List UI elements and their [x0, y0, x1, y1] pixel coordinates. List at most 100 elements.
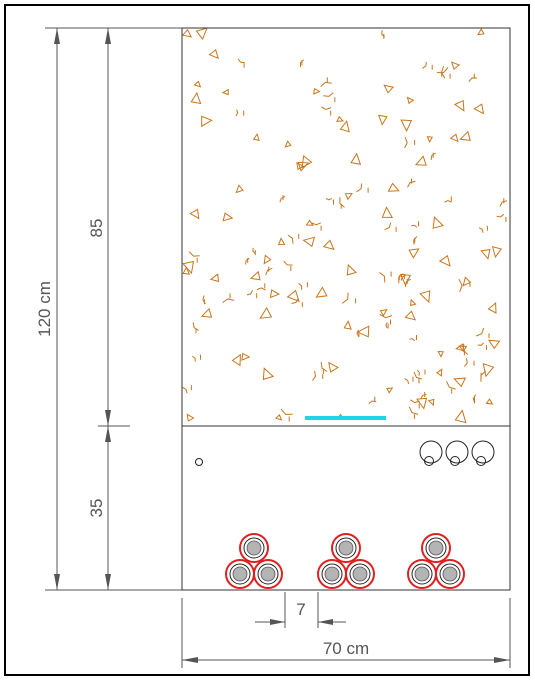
aggregate-particle — [436, 368, 443, 377]
aggregate-particle — [400, 119, 413, 133]
aggregate-particle — [311, 222, 322, 231]
aggregate-particle — [426, 135, 433, 144]
aggregate-particle — [468, 73, 478, 82]
aggregate-particle — [302, 236, 316, 248]
lower-height-dimension: 35 — [87, 426, 111, 590]
aggregate-particle — [356, 329, 360, 337]
aggregate-particle — [237, 58, 245, 68]
aggregate-particle — [256, 283, 266, 291]
conduit — [445, 440, 469, 466]
aggregate-particle — [487, 301, 497, 314]
aggregate-particle — [453, 377, 467, 388]
upper-height-dimension: 85 — [87, 28, 111, 426]
aggregate-particle — [411, 221, 419, 228]
aggregate-particle — [416, 369, 426, 376]
aggregate-particle — [419, 290, 431, 304]
aggregate-particle — [291, 298, 303, 308]
aggregate-particle — [287, 233, 300, 244]
aggregate-particle — [262, 367, 275, 381]
cable-trefoil-2 — [317, 533, 375, 589]
cable — [239, 533, 269, 563]
aggregate-particle — [410, 399, 420, 409]
aggregate-particle — [208, 48, 219, 60]
aggregate-particle — [297, 161, 310, 172]
aggregate-particle — [341, 292, 357, 304]
aggregate-particle — [453, 99, 465, 112]
aggregate-particle — [406, 96, 415, 105]
lower-height-label: 35 — [87, 499, 106, 518]
aggregate-particle — [475, 327, 490, 339]
aggregate-particle — [404, 310, 417, 321]
aggregate-particle — [379, 309, 388, 317]
aggregate-particle — [328, 361, 340, 373]
aggregate-particle — [222, 293, 235, 304]
aggregate-particle — [298, 282, 308, 290]
aggregate-particle — [202, 295, 206, 305]
aggregate-particle — [252, 247, 256, 256]
aggregate-particle — [427, 398, 435, 407]
aggregate-particle — [231, 353, 241, 367]
spacing-label: 7 — [296, 600, 305, 619]
aggregate-particle — [408, 406, 419, 420]
aggregate-particle — [449, 133, 459, 143]
total-height-label: 120 cm — [35, 281, 54, 337]
cable — [225, 559, 255, 589]
aggregate-particle — [339, 120, 350, 133]
aggregate-particle — [350, 152, 362, 165]
aggregate-particle — [368, 396, 377, 404]
width-dimension: 70 cm — [181, 598, 511, 668]
warning-tape — [305, 416, 386, 420]
aggregate-particle — [464, 358, 475, 367]
aggregate-particle — [404, 376, 414, 385]
aggregate-particle — [356, 183, 369, 193]
aggregate-particle — [400, 274, 406, 281]
aggregate-particle — [284, 140, 292, 148]
aggregate-particle — [476, 27, 485, 36]
aggregate-particle — [296, 161, 305, 171]
aggregate-particle — [409, 335, 417, 342]
trench-outline — [181, 27, 511, 591]
cable — [253, 559, 283, 589]
aggregate-particle — [241, 352, 251, 361]
aggregate-particle — [192, 354, 201, 362]
conduit — [471, 440, 495, 466]
aggregate-particle — [346, 263, 357, 276]
aggregate-particle — [404, 278, 412, 288]
aggregate-particle — [473, 103, 485, 115]
aggregate-particle — [496, 213, 507, 222]
upper-height-label: 85 — [87, 219, 106, 238]
aggregate-particle — [313, 87, 321, 95]
aggregate-particle — [499, 198, 508, 207]
aggregate-particle — [422, 61, 433, 70]
aggregate-particle — [450, 61, 461, 71]
cable — [345, 559, 375, 589]
aggregate-particle — [274, 414, 283, 421]
backfill-aggregate-hatch — [181, 27, 508, 424]
aggregate-particle — [413, 236, 418, 245]
aggregate-particle — [404, 137, 416, 149]
aggregate-particle — [269, 289, 281, 299]
aggregate-particle — [377, 114, 388, 126]
aggregate-particle — [312, 370, 324, 381]
aggregate-particle — [192, 322, 199, 334]
aggregate-particle — [265, 266, 273, 276]
aggregate-particle — [246, 290, 258, 299]
aggregate-particle — [221, 88, 229, 96]
aggregate-particle — [410, 298, 417, 307]
aggregate-particle — [320, 361, 328, 374]
aggregate-particle — [437, 350, 444, 358]
aggregate-particle — [209, 273, 220, 283]
aggregate-particle — [381, 30, 386, 39]
aggregate-particle — [413, 371, 422, 384]
cable — [435, 559, 465, 589]
aggregate-particle — [222, 212, 234, 222]
aggregate-particle — [414, 155, 427, 166]
aggregate-particle — [186, 413, 195, 422]
small-conduits — [419, 440, 495, 466]
aggregate-particle — [458, 278, 471, 292]
aggregate-particle — [432, 216, 444, 229]
spacing-dimension: 7 — [255, 592, 346, 628]
aggregate-particle — [420, 392, 427, 400]
